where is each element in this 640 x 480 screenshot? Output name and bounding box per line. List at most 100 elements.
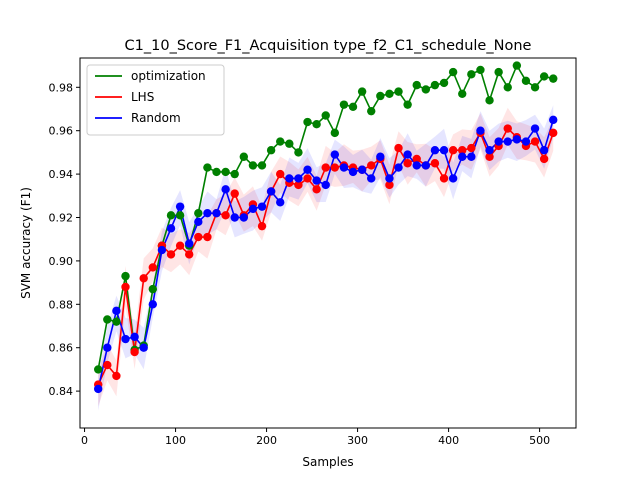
data-point-random-28 (348, 167, 358, 177)
data-point-random-36 (421, 161, 431, 170)
data-point-random-35 (412, 161, 421, 170)
data-point-optimization-47 (521, 76, 531, 85)
data-point-lhs-5 (139, 274, 148, 283)
data-point-optimization-24 (312, 119, 321, 129)
data-point-random-32 (385, 174, 394, 183)
x-tick-label: 200 (256, 434, 277, 447)
data-point-random-48 (530, 124, 540, 133)
data-point-random-13 (212, 208, 221, 218)
data-point-random-26 (330, 150, 340, 159)
data-point-random-6 (148, 300, 158, 309)
data-point-optimization-29 (357, 87, 367, 96)
data-point-optimization-45 (503, 83, 512, 92)
data-point-random-47 (521, 137, 531, 146)
data-point-lhs-8 (166, 250, 176, 259)
data-point-lhs-34 (403, 159, 412, 168)
y-tick-label: 0.98 (49, 81, 74, 94)
data-point-random-30 (367, 174, 376, 183)
legend-label-random: Random (131, 111, 181, 125)
data-point-lhs-43 (485, 152, 494, 161)
data-point-random-38 (439, 146, 449, 155)
data-point-optimization-34 (403, 100, 412, 109)
data-point-optimization-21 (285, 139, 294, 148)
data-point-optimization-35 (412, 80, 421, 90)
x-tick-label: 100 (165, 434, 186, 447)
data-point-lhs-33 (394, 143, 403, 153)
data-point-lhs-40 (458, 146, 467, 155)
data-point-lhs-1 (103, 360, 112, 370)
data-point-lhs-4 (130, 347, 139, 357)
data-point-random-23 (303, 165, 312, 174)
data-point-lhs-41 (467, 143, 476, 153)
data-point-random-44 (494, 137, 503, 146)
data-point-optimization-6 (148, 284, 158, 294)
data-point-lhs-24 (312, 185, 321, 194)
y-tick-label: 0.88 (49, 298, 74, 311)
data-point-optimization-43 (485, 96, 494, 105)
data-point-optimization-3 (121, 271, 130, 281)
data-point-random-18 (257, 202, 267, 211)
data-point-lhs-48 (530, 137, 540, 146)
data-point-lhs-14 (221, 211, 230, 220)
series-points (94, 61, 558, 394)
data-point-random-11 (194, 217, 203, 227)
data-point-optimization-8 (166, 211, 176, 220)
data-point-optimization-39 (448, 67, 458, 77)
data-point-lhs-50 (549, 128, 558, 138)
data-point-random-43 (485, 146, 494, 155)
data-point-optimization-42 (476, 65, 485, 75)
data-point-lhs-35 (412, 154, 421, 164)
data-point-optimization-30 (367, 106, 376, 116)
data-point-random-37 (430, 146, 440, 155)
legend-label-optimization: optimization (131, 69, 206, 83)
data-point-optimization-16 (239, 152, 249, 161)
data-point-random-15 (230, 213, 239, 222)
data-point-lhs-38 (439, 174, 449, 183)
data-point-random-19 (266, 187, 276, 196)
data-point-optimization-50 (549, 74, 558, 83)
x-tick-label: 0 (81, 434, 88, 447)
data-point-optimization-12 (203, 163, 212, 172)
data-point-lhs-30 (367, 161, 376, 170)
data-point-random-31 (376, 152, 385, 161)
data-point-random-10 (185, 239, 194, 248)
data-point-random-22 (294, 174, 303, 183)
data-point-optimization-20 (276, 137, 285, 146)
data-point-optimization-46 (512, 61, 522, 70)
confidence-band-lhs (98, 107, 554, 407)
data-point-random-0 (94, 384, 103, 394)
data-point-lhs-10 (185, 250, 194, 259)
x-axis-label: Samples (302, 455, 353, 469)
legend: optimization LHS Random (86, 64, 225, 136)
data-point-optimization-25 (321, 111, 330, 120)
data-point-optimization-1 (103, 315, 112, 324)
data-point-random-41 (467, 152, 476, 161)
data-point-random-29 (357, 165, 367, 174)
y-tick-label: 0.84 (49, 385, 74, 398)
x-tick-label: 300 (347, 434, 368, 447)
data-point-optimization-13 (212, 167, 221, 177)
data-point-optimization-48 (530, 83, 540, 92)
data-point-lhs-2 (112, 371, 121, 381)
data-point-optimization-33 (394, 87, 403, 96)
data-point-optimization-23 (303, 117, 312, 127)
data-point-optimization-9 (175, 211, 185, 220)
data-point-random-2 (112, 306, 121, 316)
data-point-random-42 (476, 126, 485, 135)
data-point-optimization-44 (494, 67, 503, 77)
data-point-optimization-32 (385, 89, 394, 99)
data-point-lhs-6 (148, 263, 158, 272)
data-point-optimization-26 (330, 128, 340, 138)
data-point-lhs-3 (121, 282, 130, 292)
data-point-random-9 (175, 202, 185, 211)
data-point-random-16 (239, 213, 249, 222)
data-point-random-12 (203, 208, 212, 218)
data-point-random-8 (166, 224, 176, 233)
data-point-optimization-19 (266, 146, 276, 155)
data-point-lhs-23 (303, 174, 312, 183)
data-point-lhs-49 (539, 154, 549, 164)
y-tick-label: 0.94 (49, 168, 74, 181)
data-point-lhs-20 (276, 169, 285, 179)
data-point-random-46 (512, 135, 522, 144)
data-point-optimization-11 (194, 208, 203, 218)
